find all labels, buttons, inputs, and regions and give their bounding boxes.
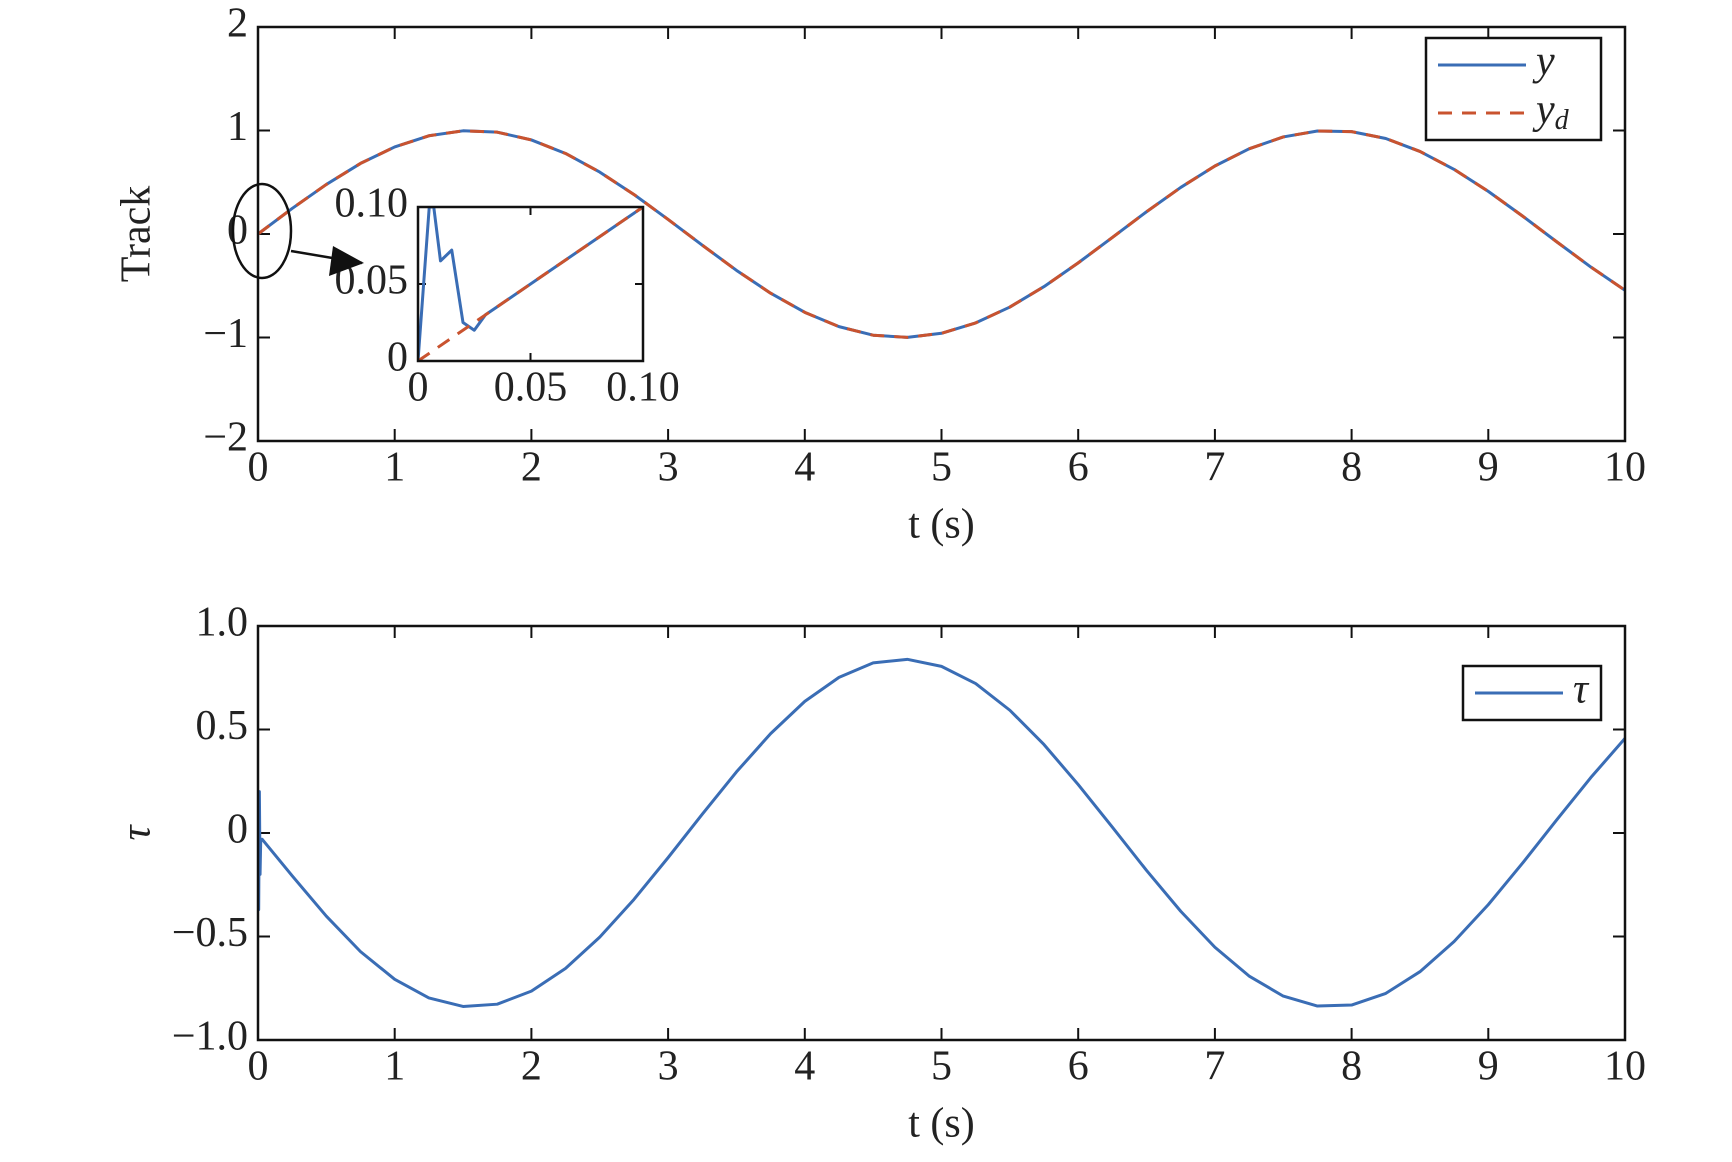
- x-tick-label: 4: [794, 445, 815, 491]
- legend-box: [1424, 36, 1603, 142]
- x-tick-label: 9: [1478, 445, 1499, 491]
- x-tick-label: 9: [1478, 1044, 1499, 1090]
- x-tick-label: 8: [1341, 1044, 1362, 1090]
- y-tick-label: 1.0: [196, 600, 249, 646]
- y-tick-label: −0.5: [172, 910, 248, 956]
- zoom-arrowhead: [329, 246, 364, 276]
- x-tick-label: 2: [521, 1044, 542, 1090]
- y-axis-label: Track: [114, 186, 160, 282]
- x-tick-label: 0: [408, 365, 429, 411]
- x-tick-label: 7: [1204, 445, 1225, 491]
- y-tick-label: 0.10: [335, 181, 409, 227]
- legend-label: τ: [1573, 667, 1590, 713]
- plot: 0 1 2 3 4 5 6 7 8 9 10 −1.0 −0.5 0 0.5 1.0 t (s) τ τ: [114, 600, 1646, 1147]
- x-tick-label: 0.05: [494, 365, 568, 411]
- y-tick-label: −1: [203, 311, 248, 357]
- x-tick-label: 5: [931, 445, 952, 491]
- x-tick-label: 3: [658, 445, 679, 491]
- y-tick-label: 1: [227, 104, 248, 150]
- series-line: [418, 207, 643, 361]
- x-tick-label: 3: [658, 1044, 679, 1090]
- series-line: [258, 129, 1625, 339]
- x-tick-label: 8: [1341, 445, 1362, 491]
- x-tick-label: 10: [1604, 1044, 1646, 1090]
- x-tick-label: 7: [1204, 1044, 1225, 1090]
- zoom-ellipse: [231, 182, 293, 280]
- y-tick-label: 2: [227, 1, 248, 47]
- x-axis-label: t (s): [908, 1101, 975, 1147]
- x-axis-label: t (s): [908, 502, 975, 548]
- y-tick-label: −1.0: [172, 1014, 248, 1060]
- x-tick-label: 10: [1604, 445, 1646, 491]
- x-tick-label: 0: [248, 445, 269, 491]
- x-tick-label: 4: [794, 1044, 815, 1090]
- y-tick-label: 0: [227, 208, 248, 254]
- y-tick-label: −2: [203, 415, 248, 461]
- x-tick-label: 0: [248, 1044, 269, 1090]
- y-axis-label: τ: [114, 824, 160, 841]
- legend-label: yd: [1532, 87, 1570, 137]
- x-tick-label: 6: [1068, 1044, 1089, 1090]
- x-tick-label: 6: [1068, 445, 1089, 491]
- x-tick-label: 2: [521, 445, 542, 491]
- y-tick-label: 0.5: [196, 703, 249, 749]
- x-tick-label: 0.10: [606, 365, 680, 411]
- x-tick-label: 5: [931, 1044, 952, 1090]
- legend-label: y: [1532, 39, 1555, 85]
- plot-frame: [256, 624, 1627, 1042]
- series-line: [418, 207, 643, 361]
- x-tick-label: 1: [384, 1044, 405, 1090]
- plot-frame: [256, 25, 1627, 443]
- y-tick-label: 0: [387, 335, 408, 381]
- x-tick-label: 1: [384, 445, 405, 491]
- series-line: [258, 657, 1625, 1008]
- y-tick-label: 0: [227, 807, 248, 853]
- plot-frame: [416, 205, 645, 363]
